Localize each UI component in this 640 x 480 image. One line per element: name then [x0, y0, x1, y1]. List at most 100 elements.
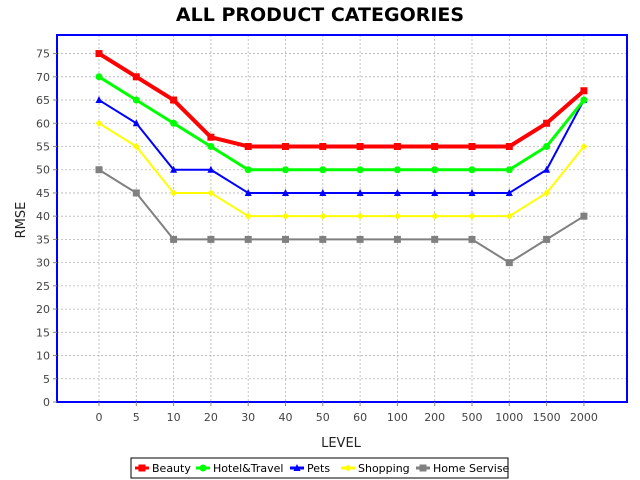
series-line-beauty [97, 51, 586, 149]
data-point-hotel-travel [170, 119, 178, 127]
series-line-home-servise [98, 168, 585, 264]
x-tick-label: 40 [279, 411, 293, 424]
y-tick-label: 70 [36, 71, 50, 84]
x-tick-label: 100 [387, 411, 408, 424]
y-tick-label: 30 [36, 257, 50, 270]
x-tick-label: 10 [167, 411, 181, 424]
data-point-shopping [393, 212, 401, 220]
data-point-beauty [319, 142, 327, 150]
data-point-pets [543, 165, 551, 173]
data-point-beauty [244, 142, 252, 150]
data-point-beauty [207, 133, 215, 141]
data-point-home-servise [95, 166, 103, 174]
data-point-beauty [170, 96, 178, 104]
data-point-beauty [132, 73, 140, 81]
data-point-beauty [468, 142, 476, 150]
legend-marker-shopping [344, 464, 352, 472]
legend-label-shopping: Shopping [358, 462, 410, 475]
y-tick-label: 65 [36, 94, 50, 107]
data-point-shopping [505, 212, 513, 220]
data-point-beauty [393, 142, 401, 150]
data-point-hotel-travel [95, 73, 103, 81]
data-point-home-servise [282, 235, 289, 243]
data-point-pets [505, 188, 513, 196]
data-point-beauty [431, 142, 439, 150]
data-point-pets [244, 188, 252, 196]
plot-area: 0 5 10 15 20 25 30 35 40 45 50 55 60 65 70 75 0 5 10 20 30 40… [36, 34, 628, 424]
y-tick-label: 25 [36, 280, 50, 293]
data-point-hotel-travel [393, 166, 401, 174]
y-tick-label: 10 [36, 350, 50, 363]
data-point-pets [170, 165, 178, 173]
x-tick-label: 200 [424, 411, 445, 424]
x-tick-label: 5 [133, 411, 140, 424]
data-point-pets [282, 188, 289, 196]
legend-label-pets: Pets [307, 462, 330, 475]
x-tick-label: 50 [316, 411, 330, 424]
data-point-shopping [132, 142, 140, 150]
data-point-home-servise [319, 235, 327, 243]
series-line-shopping [98, 122, 585, 218]
x-axis-label: LEVEL [321, 436, 362, 451]
data-point-home-servise [207, 235, 215, 243]
legend-marker-beauty [138, 464, 146, 472]
data-point-hotel-travel [580, 96, 588, 104]
data-point-pets [393, 188, 401, 196]
data-point-hotel-travel [543, 142, 551, 150]
data-point-home-servise [244, 235, 252, 243]
data-point-hotel-travel [319, 166, 327, 174]
data-point-beauty [505, 142, 513, 150]
x-tick-label: 0 [96, 411, 103, 424]
y-axis-label: RMSE [14, 202, 29, 239]
data-point-hotel-travel [132, 96, 140, 104]
series-hotel-travel [95, 73, 588, 174]
data-point-shopping [319, 212, 327, 220]
series-beauty [95, 50, 588, 150]
chart-title: ALL PRODUCT CATEGORIES [176, 4, 464, 26]
data-point-home-servise [431, 235, 439, 243]
data-point-home-servise [505, 259, 513, 267]
data-point-hotel-travel [468, 166, 476, 174]
series-shopping [95, 119, 588, 220]
data-point-shopping [244, 212, 252, 220]
data-point-pets [431, 188, 439, 196]
x-tick-label: 1500 [533, 411, 561, 424]
y-tick-label: 50 [36, 164, 50, 177]
y-tick-label: 45 [36, 187, 50, 200]
series-line-hotel-travel [98, 75, 586, 172]
data-point-home-servise [580, 212, 588, 220]
legend-marker-hotel-travel [199, 464, 207, 472]
data-point-home-servise [543, 235, 551, 243]
data-point-home-servise [132, 189, 140, 197]
data-point-shopping [282, 212, 289, 220]
series-line-pets [98, 99, 585, 194]
data-point-shopping [431, 212, 439, 220]
data-point-hotel-travel [505, 166, 513, 174]
legend: Beauty Hotel&Travel Pets Shopping Home Servi… [130, 457, 510, 479]
data-point-hotel-travel [282, 166, 289, 174]
data-point-beauty [580, 87, 588, 95]
data-point-shopping [468, 212, 476, 220]
x-tick-label: 2000 [570, 411, 598, 424]
data-point-beauty [282, 142, 289, 150]
legend-marker-home-servise [419, 464, 427, 472]
data-point-pets [132, 119, 140, 127]
plot-border [56, 34, 628, 403]
data-point-shopping [207, 189, 215, 197]
legend-box [130, 457, 509, 479]
data-point-beauty [543, 119, 551, 127]
data-point-hotel-travel [431, 166, 439, 174]
data-point-hotel-travel [207, 142, 215, 150]
legend-label-hotel-travel: Hotel&Travel [213, 462, 283, 475]
data-point-shopping [356, 212, 364, 220]
x-tick-label: 20 [204, 411, 218, 424]
data-point-beauty [95, 50, 103, 58]
legend-marker-pets [293, 464, 301, 471]
data-point-shopping [543, 189, 551, 197]
y-tick-label: 75 [36, 48, 50, 61]
data-point-hotel-travel [244, 166, 252, 174]
data-point-home-servise [356, 235, 364, 243]
y-tick-label: 60 [36, 117, 50, 130]
y-tick-label: 55 [36, 140, 50, 153]
